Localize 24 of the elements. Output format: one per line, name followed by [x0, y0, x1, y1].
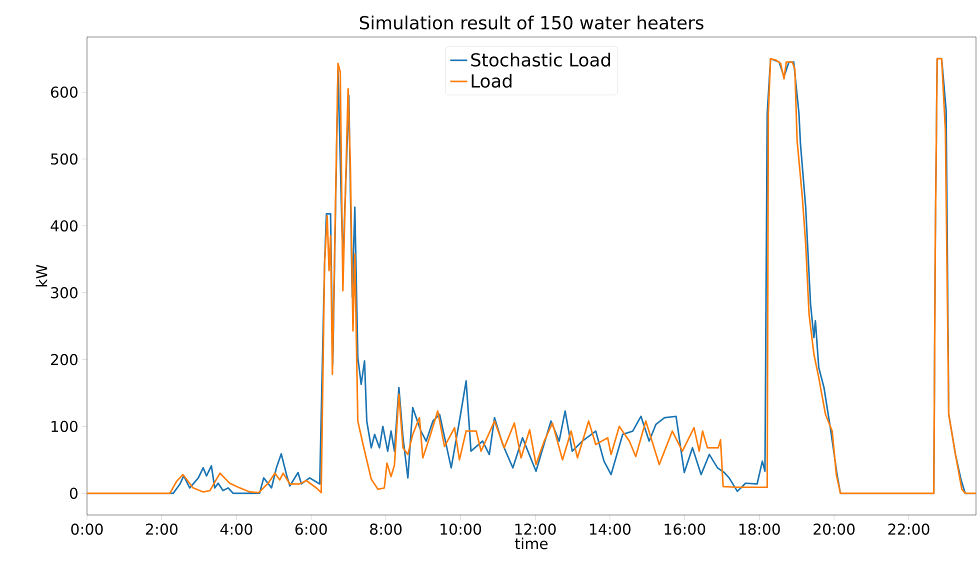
x-tick-label: 16:00	[664, 524, 706, 535]
y-tick-label: 100	[52, 420, 78, 432]
x-tick-label: 6:00	[295, 524, 327, 535]
x-tick-label: 14:00	[590, 524, 630, 535]
x-axis-title: time	[515, 538, 548, 550]
legend-label: Stochastic Load	[471, 52, 610, 67]
y-tick-label: 300	[51, 287, 78, 298]
y-tick-label: 600	[51, 86, 78, 98]
x-tick-label: 22:00	[888, 524, 930, 535]
x-tick-label: 20:00	[814, 524, 855, 535]
y-tick-label: 200	[51, 354, 78, 366]
x-tick-label: 4:00	[220, 524, 252, 535]
x-tick-label: 12:00	[515, 524, 556, 535]
legend-label: Load	[472, 74, 512, 88]
chart-title: Simulation result of 150 water heaters	[360, 16, 704, 30]
x-tick-label: 10:00	[440, 524, 482, 535]
y-axis-title: kW	[36, 264, 48, 286]
x-tick-label: 18:00	[739, 524, 780, 535]
y-tick-label: 500	[51, 153, 78, 165]
x-tick-label: 2:00	[146, 524, 178, 535]
x-tick-label: 0:00	[71, 524, 103, 535]
x-tick-label: 8:00	[370, 524, 402, 535]
y-tick-label: 400	[50, 220, 78, 232]
y-tick-label: 0	[70, 488, 78, 499]
